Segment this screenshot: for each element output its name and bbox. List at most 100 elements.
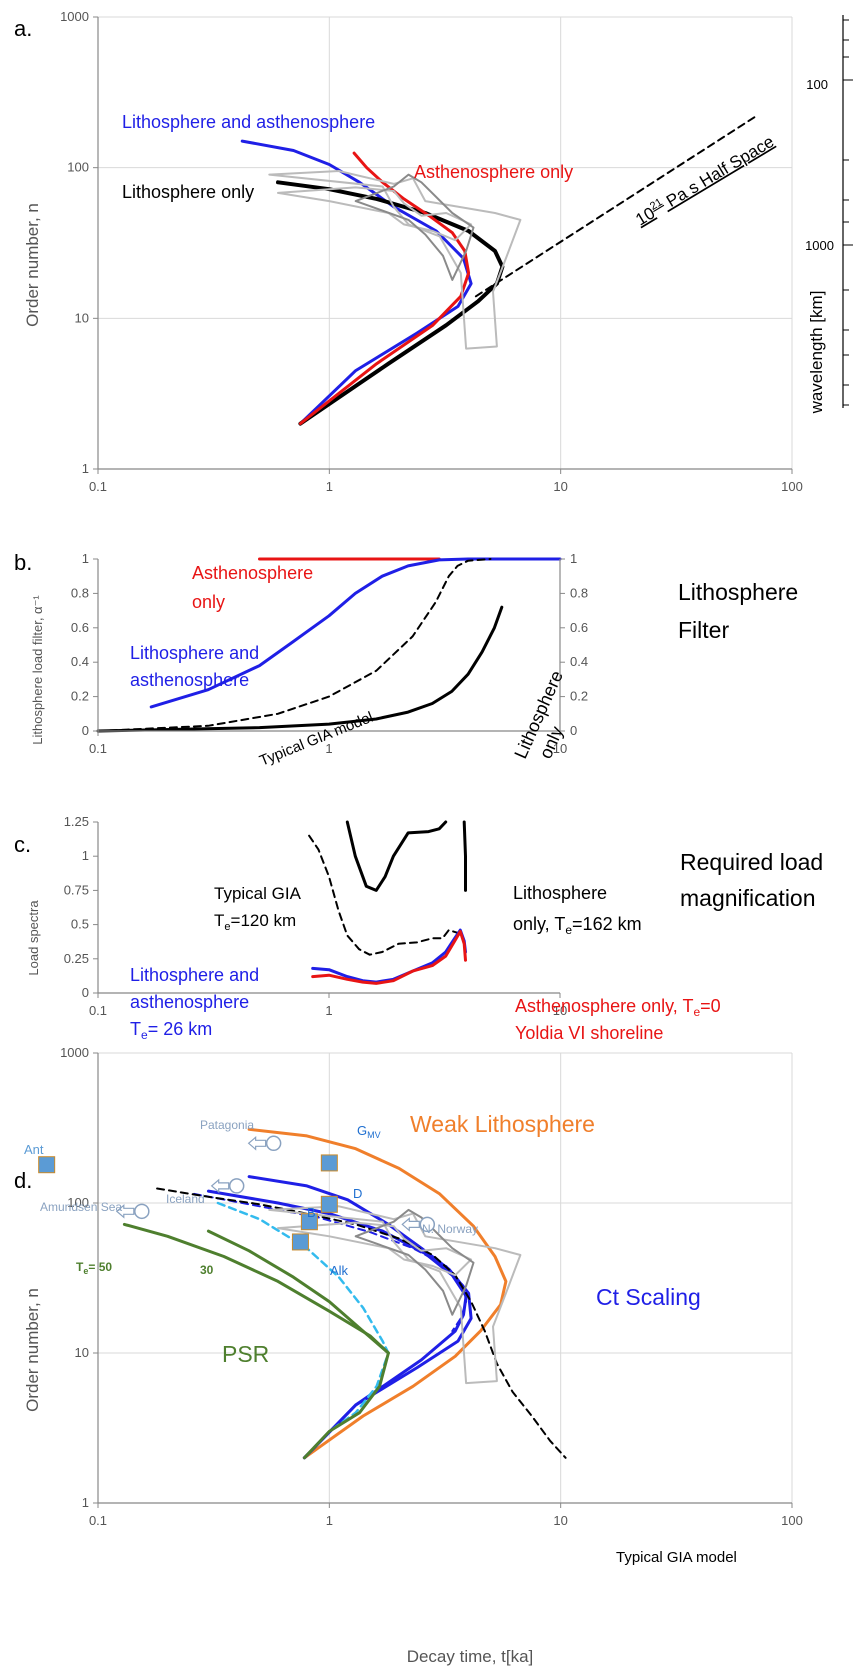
panel-c-series-lith-only-b [462,820,467,892]
wavelength-minor-ticks [843,19,853,406]
panel-b-series-lith-only [96,605,504,733]
panel-d-label-b: B [307,1205,316,1220]
panel-b-label-asth-only-1: Asthenosphere [192,563,313,583]
panel-d-xlabel: Decay time, t[ka] [407,1647,534,1666]
panel-d-label-ct: Ct Scaling [596,1284,701,1310]
panel-d-label-te30: 30 [200,1263,214,1277]
panel-a-ylabel: Order number, n [23,203,42,327]
panel-b-ytick-right-label: 0.6 [570,620,588,635]
wavelength-label: wavelength [km] [807,291,826,415]
panel-a-label-lith-asth: Lithosphere and asthenosphere [122,112,375,132]
panel-d-ytick-label: 10 [75,1345,89,1360]
panel-b-ytick-label: 1 [82,551,89,566]
panel-d-arrow-norway-arrow [401,1216,436,1233]
panel-a-xtick-label: 1 [326,479,333,494]
panel-c-side-title-1: Required load [680,849,823,875]
panel-d-ytick-label: 1 [82,1495,89,1510]
panel-d-series-psr-30 [206,1229,390,1355]
panel-b-letter: b. [14,550,32,575]
panel-d-xtick-label: 100 [781,1513,803,1528]
panel-b-label-asth-only-2: only [192,592,225,612]
panel-b-ytick-label: 0.6 [71,620,89,635]
panel-c-ytick-label: 0 [82,985,89,1000]
panel-d-arrow-iceland-arrow [210,1178,245,1194]
panel-d-marker-alk-sq [291,1233,309,1251]
panel-b-ytick-label: 0.8 [71,585,89,600]
panel-c-letter: c. [14,832,31,857]
panel-d-ytick-label: 1000 [60,1045,89,1060]
wavelength-tick-100: 100 [806,77,828,92]
panel-d-series-ct-b [206,1189,468,1460]
panel-d-arrow-amundsen-arrow [115,1203,150,1220]
panel-d-letter: d. [14,1168,32,1193]
panel-d-label-patagonia: Patagonia [200,1118,254,1132]
panel-c-label-lith-asth-1: Lithosphere and [130,965,259,985]
panel-c-series-asth-only [311,929,467,985]
panel-c-xtick-label: 0.1 [89,1003,107,1018]
panel-b-label-lith-asth-1: Lithosphere and [130,643,259,663]
panel-c-side-title-2: magnification [680,885,816,911]
panel-d-marker-b-sq [300,1213,318,1231]
panel-b-ytick-right-label: 0.4 [570,654,588,669]
panel-b-ytick-right-label: 0.8 [570,585,588,600]
panel-d-label-alk: Alk [330,1263,349,1278]
panel-d-marker-gmv-sq [320,1154,338,1172]
panel-d-marker-ant-sq [38,1156,56,1174]
panel-d-ytick-label: 100 [67,1195,89,1210]
panel-b-xtick-label: 0.1 [89,741,107,756]
panel-c-series-lith-only-a [345,820,448,892]
panel-d-label-iceland: Iceland [166,1192,205,1206]
panel-b-ylabel: Lithosphere load filter, α⁻¹ [30,595,45,745]
panel-a-ytick-label: 1000 [60,9,89,24]
panel-d-xtick-label: 10 [553,1513,567,1528]
panel-a-ytick-label: 10 [75,310,89,325]
panel-b-ytick-label: 0.4 [71,654,89,669]
panel-a-series-lith-only [276,180,505,426]
panel-c-label-lith-only-1: Lithosphere [513,883,607,903]
panel-c-ytick-label: 1 [82,848,89,863]
panel-d-series-obs-dark [354,1208,475,1316]
panel-c-ytick-label: 0.5 [71,917,89,932]
panel-a-label-lith-only: Lithosphere only [122,182,254,202]
panel-d-label-weak: Weak Lithosphere [410,1111,595,1137]
panel-d-label-d: D [353,1186,362,1201]
panel-c-label-lith-asth-2: asthenosphere [130,992,249,1012]
panel-d-arrow-patagonia-arrow [247,1135,282,1152]
panel-b-ytick-right-label: 0 [570,723,577,738]
panel-b-series-lith-asth [149,557,562,709]
panel-d-series-weak [247,1127,508,1460]
panel-a-xtick-label: 10 [553,479,567,494]
panel-a-ytick-label: 1 [82,461,89,476]
panel-d-label-psr: PSR [222,1341,269,1367]
panel-c-ytick-label: 1.25 [64,814,89,829]
panel-d-label-ant: Ant [24,1142,44,1157]
panel-b-xtick-label: 10 [553,741,567,756]
panel-d-xtick-label: 1 [326,1513,333,1528]
panel-b-side-title-1: Lithosphere [678,579,798,605]
panel-a-xtick-label: 0.1 [89,479,107,494]
panel-c-ytick-label: 0.75 [64,882,89,897]
panel-c-label-asth-only-1: Asthenosphere only, Te=0 [515,996,721,1019]
panel-b-ytick-right-label: 1 [570,551,577,566]
panel-a-series-lith-asth [240,139,473,426]
panel-b-xtick-label: 1 [325,741,332,756]
panel-d-label-gmv: GMV [357,1123,381,1140]
panel-a-series-halfspace [474,115,758,298]
panel-b-ytick-label: 0.2 [71,689,89,704]
panel-a-xtick-label: 100 [781,479,803,494]
panel-a-label-asth-only: Asthenosphere only [414,162,573,182]
panel-d-marker-d-sq [320,1195,338,1213]
panel-c-label-asth-only-2: Yoldia VI shoreline [515,1023,663,1043]
panel-c-label-typical-gia-2: Te=120 km [214,911,296,933]
panel-d-xtick-label: 0.1 [89,1513,107,1528]
panel-c-xtick-label: 10 [553,1003,567,1018]
panel-b-side-title-2: Filter [678,617,729,643]
panel-c-ylabel: Load spectra [26,900,41,976]
wavelength-tick-1000: 1000 [805,238,834,253]
panel-b-ytick-label: 0 [82,723,89,738]
panel-a-letter: a. [14,16,32,41]
panel-c-series-typical-gia [308,834,464,956]
